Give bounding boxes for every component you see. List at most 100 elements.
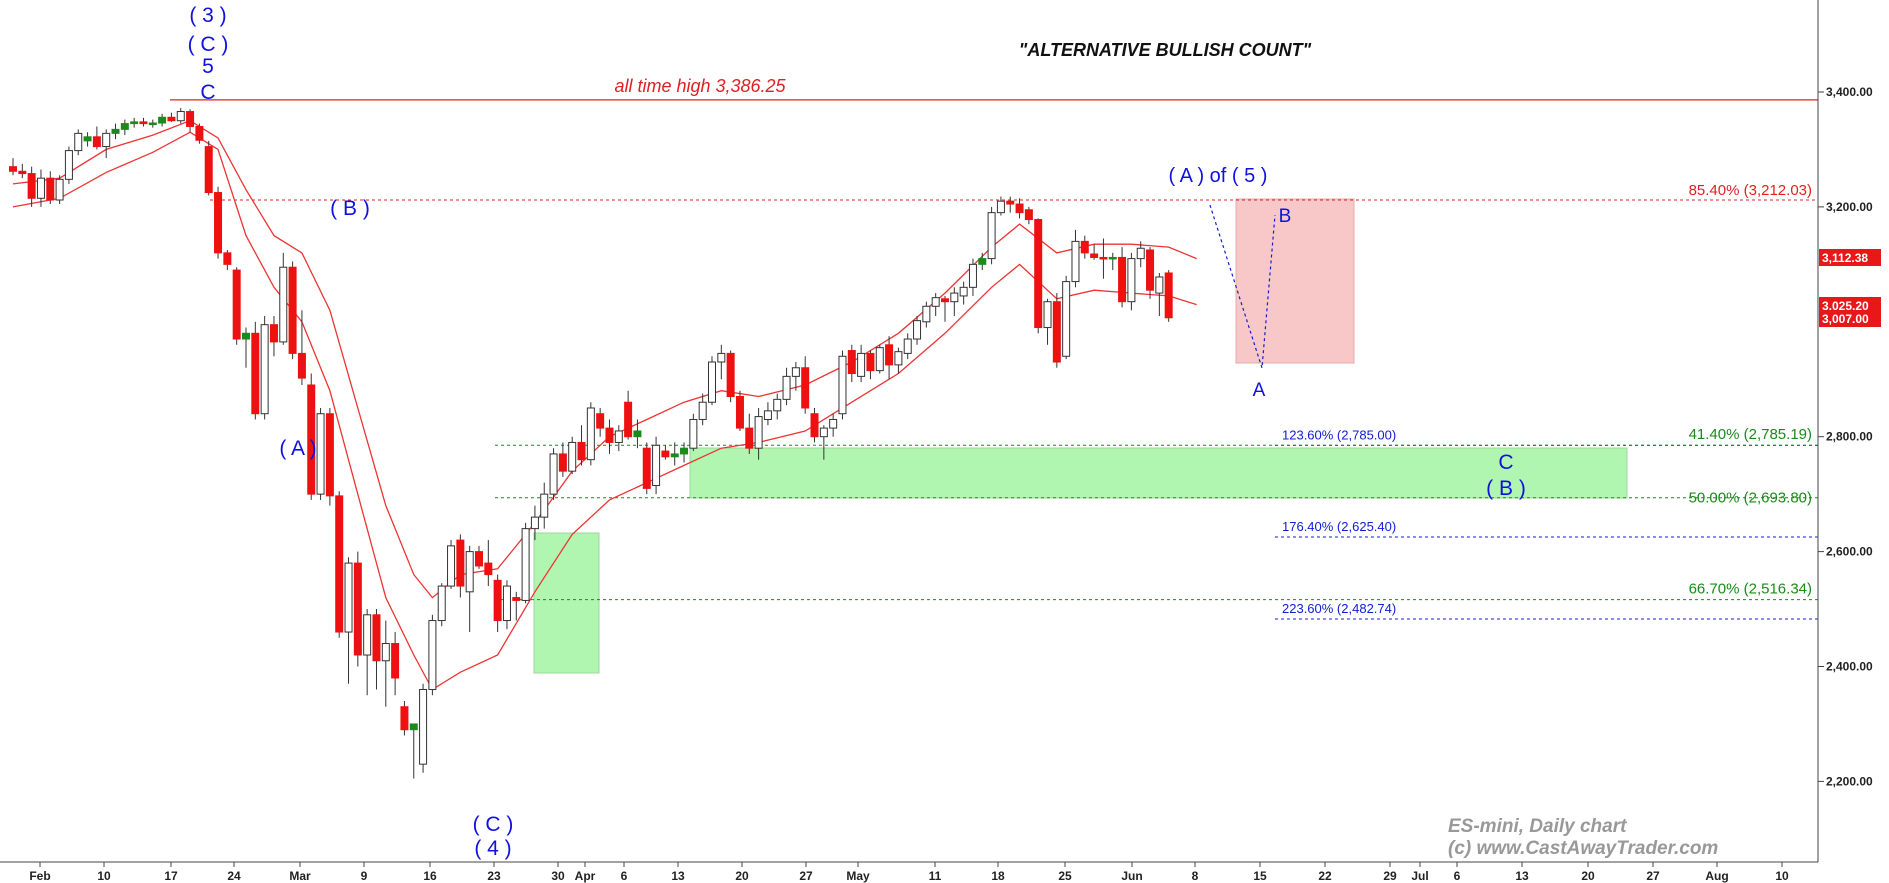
candle — [968, 258, 977, 296]
candle — [633, 419, 642, 449]
y-tick-label: 2,400.00 — [1826, 660, 1873, 674]
x-tick-label: 6 — [621, 869, 628, 883]
candle — [1006, 196, 1015, 213]
x-tick-label: 6 — [1454, 869, 1461, 883]
x-tick-label: Mar — [289, 869, 311, 883]
candle — [577, 425, 586, 466]
candle — [55, 175, 64, 205]
wave-label: 5 — [202, 55, 214, 78]
candle — [1155, 272, 1164, 317]
candle — [735, 390, 744, 431]
candle — [857, 344, 866, 383]
wave-label: ( C ) — [188, 33, 229, 56]
x-tick-label: 15 — [1253, 869, 1267, 883]
wave-label: ( 4 ) — [474, 837, 511, 860]
candle — [475, 545, 483, 569]
candle — [391, 632, 400, 696]
candle — [894, 347, 903, 374]
correction-box — [1235, 198, 1355, 364]
candle — [596, 407, 605, 437]
x-tick-label: Feb — [29, 869, 50, 883]
candle — [1127, 252, 1136, 311]
candle — [251, 321, 260, 420]
candle — [549, 448, 558, 500]
x-tick-label: Jul — [1411, 869, 1428, 883]
x-tick-label: 8 — [1192, 869, 1199, 883]
candle — [484, 540, 493, 587]
candle — [204, 140, 213, 196]
candle — [344, 557, 353, 684]
x-tick-label: Jun — [1121, 869, 1142, 883]
candle — [447, 540, 456, 589]
candle — [950, 287, 959, 317]
candle — [931, 293, 940, 317]
candle — [428, 614, 437, 696]
candle — [791, 362, 800, 391]
candle — [782, 367, 791, 406]
candle — [1034, 218, 1043, 334]
candle — [409, 723, 418, 779]
candle — [493, 574, 502, 633]
candle — [866, 350, 875, 380]
candle — [111, 123, 120, 140]
candle — [232, 267, 241, 345]
candle — [680, 442, 689, 463]
candle — [941, 295, 949, 322]
candle — [838, 350, 847, 420]
candle — [987, 206, 996, 265]
candle — [1062, 275, 1071, 360]
candle — [18, 163, 27, 179]
candle — [885, 336, 894, 380]
candle — [521, 522, 530, 604]
wave-label: ( C ) — [473, 813, 514, 836]
candle — [1164, 270, 1173, 322]
candle — [36, 169, 45, 207]
candle — [242, 327, 250, 368]
candle — [130, 117, 139, 128]
price-tag: 3,025.20 — [1819, 297, 1881, 314]
candle — [708, 356, 716, 406]
candle — [167, 112, 176, 122]
x-tick-label: 27 — [799, 869, 813, 883]
x-tick-label: 29 — [1383, 869, 1397, 883]
candle — [325, 407, 334, 506]
candle — [353, 551, 362, 667]
candle — [1136, 241, 1145, 268]
level-label: 50.00% (2,693.80) — [1689, 490, 1812, 507]
candle — [605, 419, 614, 454]
candle — [652, 436, 661, 495]
x-tick-label: 10 — [1775, 869, 1789, 883]
x-tick-label: 17 — [164, 869, 178, 883]
candle — [530, 505, 539, 541]
wave-label: C — [1498, 451, 1513, 474]
wave-label: ( B ) — [330, 197, 370, 220]
candle — [297, 310, 306, 385]
candle — [540, 482, 549, 529]
candle — [1080, 235, 1089, 259]
candle — [512, 591, 521, 621]
candle — [847, 344, 856, 383]
candle — [419, 683, 428, 773]
all-time-high-label: all time high 3,386.25 — [614, 76, 786, 96]
candle — [1146, 247, 1155, 299]
candle — [614, 425, 623, 452]
candle — [810, 407, 819, 443]
wave-label: ( A ) of ( 5 ) — [1169, 165, 1268, 187]
candle — [120, 119, 129, 136]
fib-green-zone — [689, 447, 1628, 499]
candle — [186, 109, 195, 133]
candle — [754, 407, 763, 460]
candle — [996, 196, 1005, 216]
candle — [139, 117, 148, 127]
candle — [1108, 252, 1117, 271]
candle — [437, 583, 446, 627]
candle — [92, 126, 101, 150]
candle — [372, 609, 381, 690]
candle — [46, 171, 55, 205]
chart-title: "ALTERNATIVE BULLISH COUNT" — [1019, 40, 1312, 60]
level-label: 123.60% (2,785.00) — [1282, 427, 1396, 442]
candle — [9, 158, 17, 176]
x-tick-label: 13 — [671, 869, 685, 883]
level-label: 176.40% (2,625.40) — [1282, 519, 1396, 534]
candle — [745, 413, 754, 454]
